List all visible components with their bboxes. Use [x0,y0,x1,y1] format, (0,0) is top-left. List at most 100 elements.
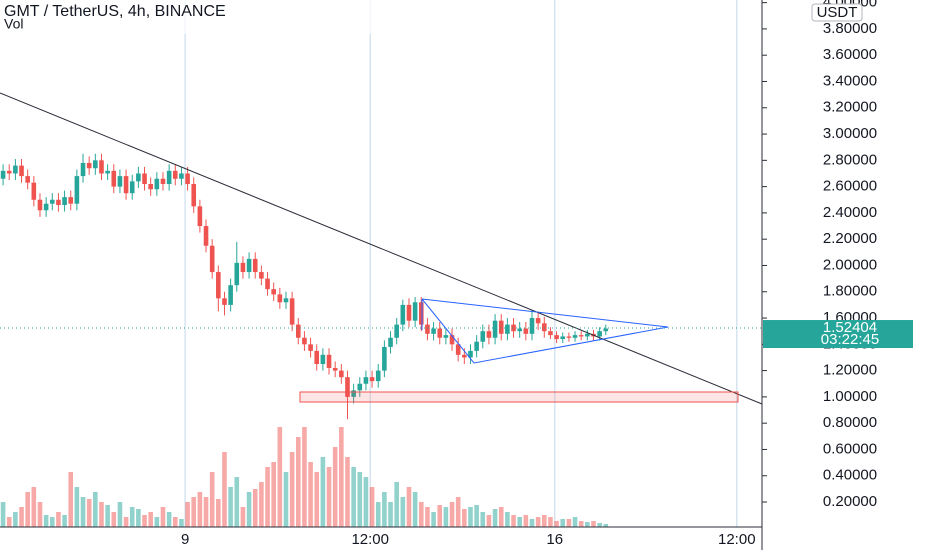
grid [184,0,738,527]
volume-bar [172,517,178,527]
candle-body [246,258,252,273]
candle-body [228,285,233,305]
volume-bar [68,472,74,527]
candle-body [234,262,240,286]
candle-body [351,390,356,397]
volume-bar [529,519,535,527]
candle-body [443,335,449,338]
volume-bar [566,519,572,527]
volume-bar [603,524,609,527]
volume-bar [517,517,522,527]
candle-body [505,324,510,334]
trend-line[interactable] [0,92,763,405]
volume-bar [19,507,24,527]
x-tick-label: 16 [546,531,563,548]
candle-body [572,335,578,338]
volume-pane [0,427,609,527]
volume-bar [400,497,406,527]
candle-body [123,176,129,194]
candle-body [523,328,529,334]
volume-bar [455,497,461,527]
candle-body [86,162,92,169]
y-tick-label: 3.80000 [823,20,877,37]
candle-body [37,199,43,211]
candle-body [578,335,584,337]
candle-body [314,350,320,365]
candle-body [455,344,461,355]
candle-body [74,176,80,204]
volume-bar [332,447,338,527]
countdown: 03:22:45 [821,331,879,348]
candle-body [31,182,37,200]
candle-body [129,181,135,194]
candle-body [486,331,492,338]
volume-bar [111,512,117,527]
candle-body [148,183,153,190]
volume-bar [216,499,221,527]
volume-bar [25,492,30,527]
volume-bar [31,487,37,527]
volume-bar [382,492,387,527]
currency-box[interactable] [811,3,863,22]
volume-bar [271,462,276,527]
last-price-box [763,320,913,349]
volume-bar [185,502,190,527]
support-zone[interactable] [299,391,739,403]
candle-body [56,199,61,206]
volume-label[interactable]: Vol [4,16,23,32]
time-axis: 9 12:00 16 12:00 [181,531,756,548]
volume-bar [578,521,584,527]
candle-body [19,165,24,177]
y-tick-label: 2.80000 [823,151,877,168]
candle-body [566,336,572,338]
candle-body [179,173,184,179]
candle-body [62,197,67,206]
candle-body [541,323,547,332]
candle-body [191,183,197,207]
candle-body [13,165,18,174]
chart-title[interactable]: GMT / TetherUS, 4h, BINANCE [4,3,226,20]
y-tick-label: 0.80000 [823,414,877,431]
triangle-pattern[interactable] [421,298,669,364]
volume-bar [252,489,258,527]
volume-bar [191,497,197,527]
candle-body [412,302,418,321]
volume-bar [437,505,443,527]
y-tick-label: 3.60000 [823,46,877,63]
y-tick-label: 2.00000 [823,256,877,273]
candle-body [498,320,504,334]
volume-bar [468,507,473,527]
candle-body [560,336,566,340]
volume-bar [523,515,529,527]
candle-body [277,294,283,303]
volume-bar [74,487,80,527]
currency: USDT [817,4,858,21]
candle-body [474,341,479,351]
last-price-label: 1.52404 [823,319,877,336]
volume-bar [320,457,326,527]
candle-body [431,328,436,334]
candle-body [517,328,522,332]
volume-bar [535,517,541,527]
volume-bar [511,515,516,527]
x-tick-label: 12:00 [351,531,389,548]
candle-body [406,304,412,321]
volume-bar [351,467,356,527]
y-tick-label: 1.80000 [823,283,877,300]
volume-bar [308,462,313,527]
volume-bar [560,519,566,527]
price-axis: 0.20000 0.40000 0.60000 0.80000 1.00000 1.200… [762,0,877,510]
candle-body [308,344,313,351]
volume-bar [86,499,92,527]
volume-bar [314,472,320,527]
candle-body [345,377,350,397]
volume-bar [160,507,166,527]
candle-body [388,337,393,347]
volume-bar [394,482,399,527]
candle-body [468,350,473,358]
volume-bar [240,507,246,527]
candle-body [172,170,178,179]
candle-body [548,331,553,336]
volume-bar [99,502,104,527]
